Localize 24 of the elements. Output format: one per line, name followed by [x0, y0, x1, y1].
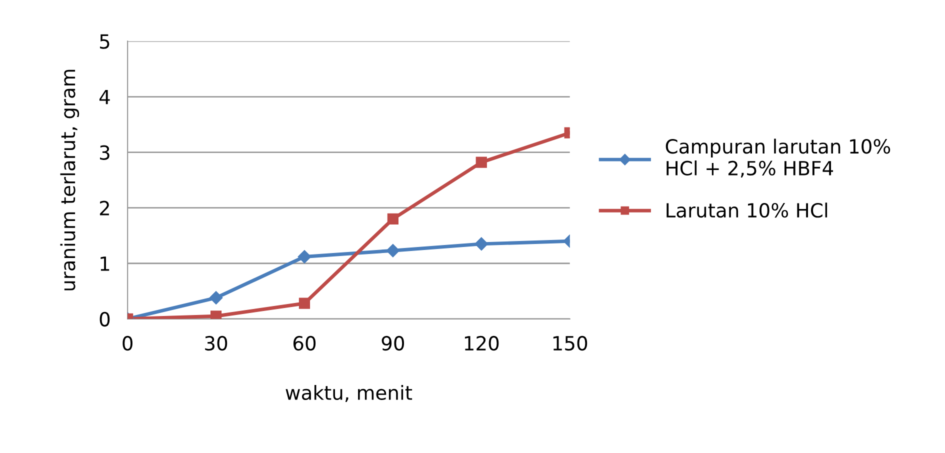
point	[298, 250, 312, 264]
legend-label: Campuran larutan 10% HCl + 2,5% HBF4	[666, 138, 890, 178]
x-tick-label: 150	[553, 336, 588, 351]
x-tick-label: 30	[205, 336, 228, 351]
x-tick-label: 120	[464, 336, 499, 351]
y-tick-label: 4	[99, 90, 110, 104]
point	[210, 310, 222, 319]
legend-label: Larutan 10% HCl	[666, 202, 828, 218]
y-tick-label: 2	[100, 200, 109, 216]
x-tick-label: 0	[122, 336, 132, 351]
y-tick-label: 1	[100, 256, 110, 271]
point	[386, 244, 400, 258]
y-axis-title: uranium terlarut, gram	[60, 70, 80, 290]
point	[387, 213, 398, 224]
y-tick-label: 0	[100, 312, 110, 327]
y-tick-label: 3	[100, 145, 110, 160]
x-tick-label: 60	[293, 336, 316, 351]
point	[474, 237, 488, 251]
point	[298, 298, 310, 309]
y-tick-label: 5	[100, 34, 110, 49]
point	[476, 156, 487, 168]
point	[209, 291, 223, 304]
x-tick-label: 90	[382, 336, 404, 351]
x-axis-title: waktu, menit	[286, 384, 412, 402]
